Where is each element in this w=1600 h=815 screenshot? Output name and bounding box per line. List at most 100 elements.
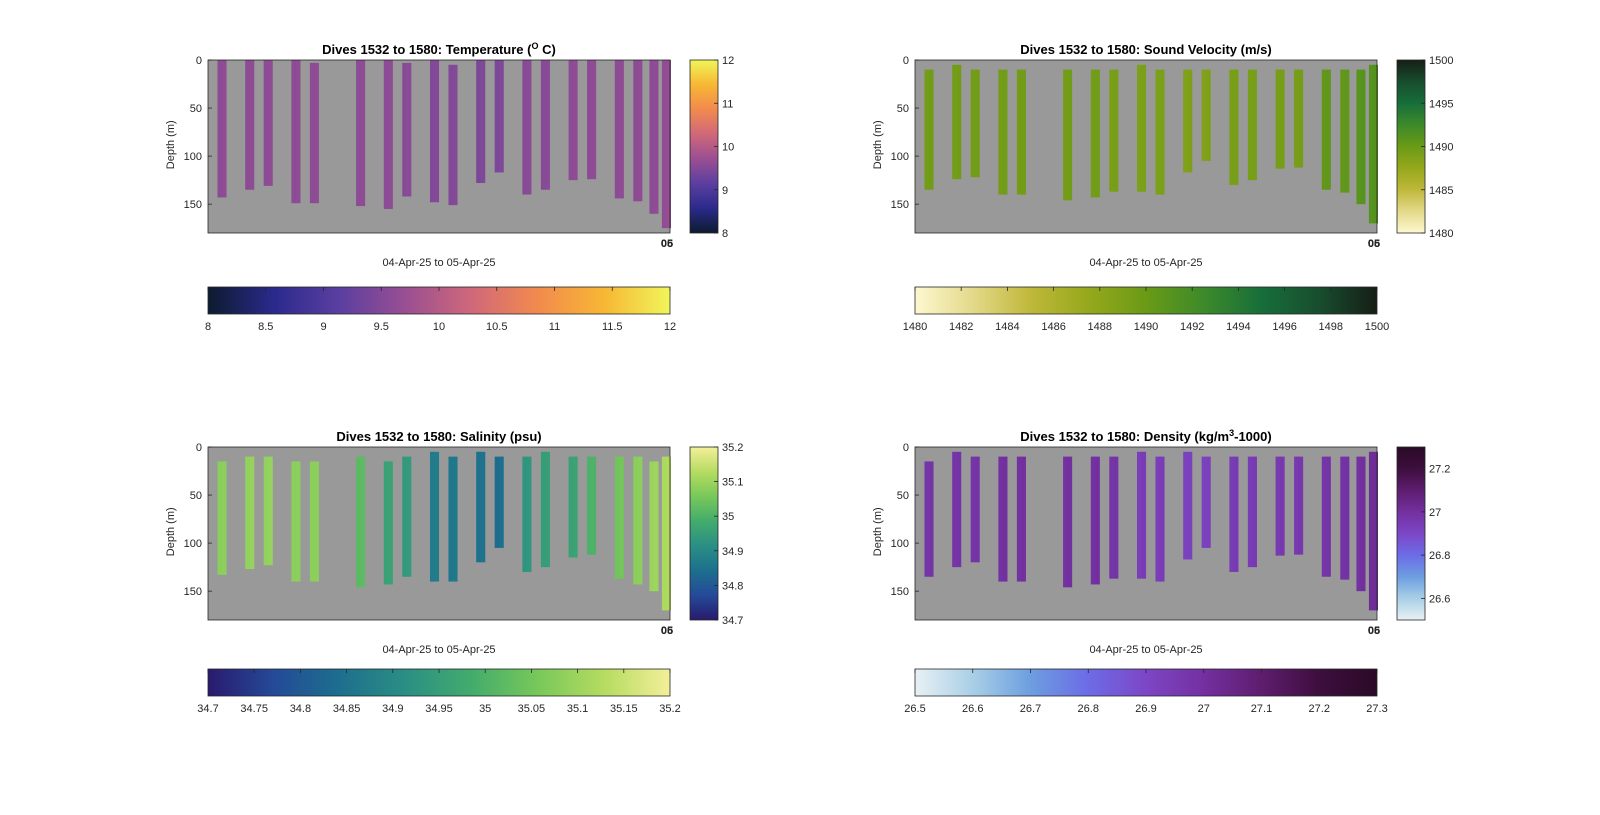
- dive-profile-segment: [540, 451, 546, 568]
- dive-profile-segment: [522, 456, 528, 572]
- dive-profile: [1063, 456, 1073, 588]
- dive-profile-segment: [388, 461, 393, 585]
- dive-profile-segment: [666, 60, 671, 229]
- x-axis-label: 04-Apr-25 to 05-Apr-25: [1089, 257, 1202, 269]
- colorbar-h-tick-label: 8: [205, 321, 211, 333]
- dive-profile-segment: [1321, 69, 1327, 190]
- dive-profile-segment: [1344, 456, 1350, 580]
- dive-profile-segment: [1095, 69, 1100, 198]
- dive-profile-segment: [1294, 69, 1299, 168]
- dive-profile: [998, 69, 1008, 195]
- dive-profile-segment: [1159, 69, 1165, 195]
- dive-profile-segment: [1229, 69, 1235, 185]
- dive-profile: [540, 451, 550, 568]
- colorbar-h-tick-label: 26.7: [1020, 703, 1041, 715]
- dive-profile: [1294, 69, 1304, 168]
- dive-profile-segment: [1360, 456, 1366, 592]
- dive-profile: [661, 60, 671, 229]
- colorbar-horizontal: [915, 669, 1377, 696]
- colorbar-vertical-frame: [1396, 446, 1426, 621]
- x-axis-label: 04-Apr-25 to 05-Apr-25: [382, 257, 495, 269]
- dive-profile: [356, 456, 366, 588]
- y-tick-label: 100: [891, 151, 909, 163]
- colorbar-vertical: [690, 447, 718, 620]
- colorbar-horizontal: [915, 287, 1377, 314]
- dive-profile-segment: [1279, 456, 1285, 556]
- dive-profile-segment: [360, 456, 366, 588]
- dive-profile: [1275, 456, 1285, 556]
- dive-profile-segment: [1326, 456, 1331, 577]
- colorbar-tick-label: 1480: [1429, 228, 1453, 240]
- dive-profile: [1340, 456, 1350, 580]
- colorbar-tick-label: 34.9: [722, 546, 743, 558]
- dive-profile: [402, 62, 412, 197]
- colorbar-h-tick-label: 26.6: [962, 703, 983, 715]
- dive-profile-segment: [434, 60, 440, 203]
- dive-profile: [1109, 69, 1119, 192]
- colorbar-h-tick-label: 10.5: [486, 321, 507, 333]
- dive-profile: [309, 62, 319, 204]
- dive-profile: [1063, 69, 1073, 201]
- dive-profile: [429, 451, 440, 582]
- dive-profile: [952, 64, 962, 180]
- chart-title: Dives 1532 to 1580: Temperature (O C): [322, 41, 556, 57]
- sound-velocity-panel: Dives 1532 to 1580: Sound Velocity (m/s)…: [872, 42, 1453, 333]
- dive-profile-segment: [1233, 456, 1239, 572]
- dive-profile-segment: [1095, 456, 1100, 585]
- dive-profile-segment: [383, 60, 389, 209]
- dive-profile-segment: [1159, 456, 1165, 582]
- dive-profile: [1247, 69, 1257, 181]
- dive-profile-segment: [1321, 456, 1327, 577]
- dive-profile-segment: [956, 451, 962, 568]
- dive-profile-segment: [448, 64, 454, 206]
- dive-profile-segment: [970, 456, 976, 563]
- dive-profile: [1090, 69, 1100, 198]
- colorbar-h-tick-label: 1496: [1272, 321, 1296, 333]
- dive-profile-segment: [1206, 69, 1211, 161]
- dive-profile: [522, 60, 532, 195]
- colorbar-h-tick-label: 1486: [1041, 321, 1065, 333]
- dive-profile-segment: [268, 60, 273, 186]
- dive-profile: [1183, 451, 1193, 560]
- colorbar-tick-label: 12: [722, 55, 734, 67]
- dive-profile-segment: [1247, 456, 1253, 568]
- dive-profile: [568, 60, 578, 181]
- dive-profile-segment: [614, 60, 620, 199]
- colorbar-tick-label: 35.1: [722, 477, 743, 489]
- dive-profile-segment: [637, 456, 643, 585]
- dive-profile: [291, 60, 301, 204]
- dive-profile-segment: [928, 69, 934, 190]
- colorbar-h-tick-label: 35.15: [610, 703, 638, 715]
- dive-profile: [402, 456, 412, 577]
- dive-profile-segment: [1155, 456, 1161, 582]
- colorbar-h-tick-label: 27: [1198, 703, 1210, 715]
- dive-profile-segment: [975, 69, 980, 178]
- dive-profile-segment: [1109, 69, 1114, 192]
- dive-profile: [1368, 451, 1378, 611]
- dive-profile: [540, 60, 550, 190]
- dive-profile: [245, 456, 255, 570]
- dive-profile-segment: [924, 69, 930, 190]
- dive-profile-segment: [1356, 456, 1362, 592]
- colorbar-tick-label: 10: [722, 142, 734, 154]
- dive-profile: [970, 456, 980, 563]
- colorbar-tick-label: 35: [722, 511, 734, 523]
- dive-profile-segment: [637, 60, 643, 202]
- dive-profile: [1294, 456, 1304, 555]
- colorbar-h-tick-label: 8.5: [258, 321, 273, 333]
- dive-profile: [383, 60, 393, 209]
- y-tick-label: 50: [897, 103, 909, 115]
- dive-profile: [1340, 69, 1350, 193]
- dive-profile: [587, 60, 597, 180]
- dive-profile-segment: [591, 456, 597, 555]
- dive-profile-segment: [568, 456, 574, 558]
- dive-profile-segment: [314, 461, 319, 582]
- dive-profile: [661, 456, 671, 611]
- colorbar-tick-label: 1485: [1429, 185, 1453, 197]
- y-tick-label: 150: [184, 586, 202, 598]
- colorbar-h-tick-label: 26.8: [1078, 703, 1099, 715]
- dive-profile: [952, 451, 962, 568]
- dive-profile-segment: [970, 69, 976, 178]
- dive-profile-segment: [1155, 69, 1161, 195]
- y-tick-label: 50: [190, 103, 202, 115]
